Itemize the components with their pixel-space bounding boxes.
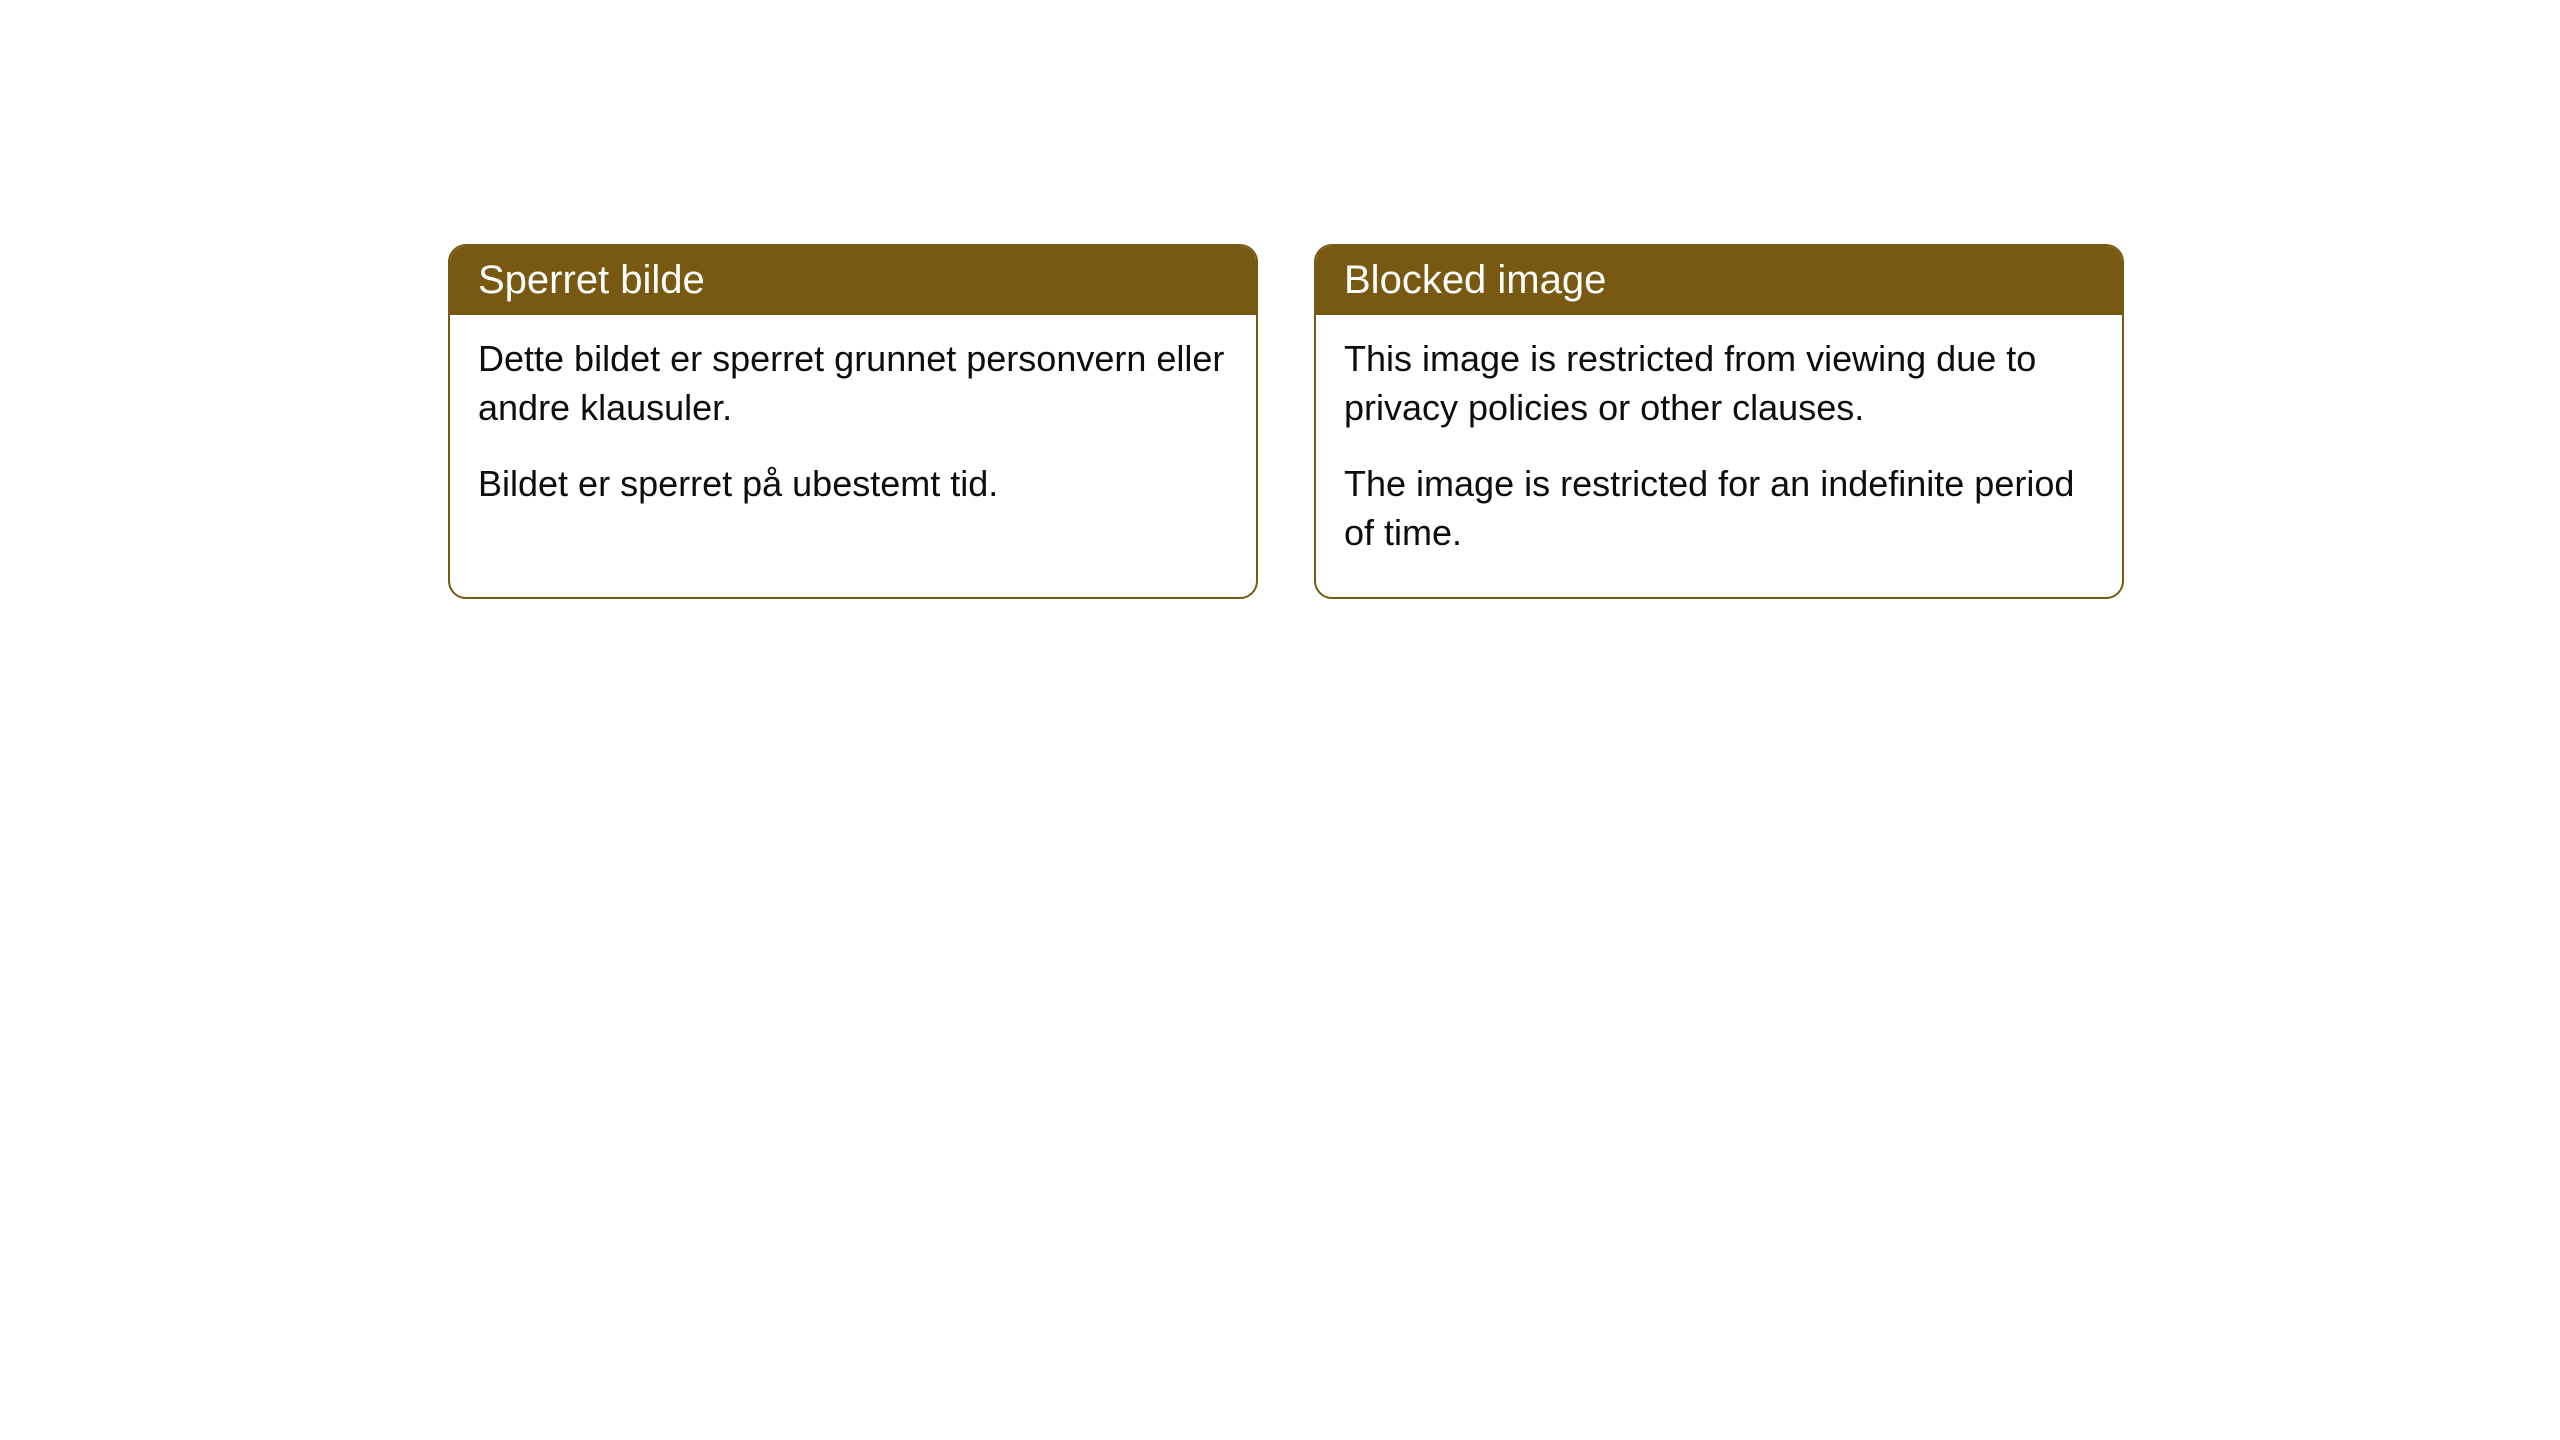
notice-container: Sperret bilde Dette bildet er sperret gr…	[0, 0, 2560, 599]
notice-card-norwegian: Sperret bilde Dette bildet er sperret gr…	[448, 244, 1258, 599]
card-header-norwegian: Sperret bilde	[450, 246, 1256, 315]
notice-paragraph: Bildet er sperret på ubestemt tid.	[478, 460, 1228, 509]
card-title: Sperret bilde	[478, 258, 705, 302]
card-title: Blocked image	[1344, 258, 1606, 302]
card-body-english: This image is restricted from viewing du…	[1316, 315, 2122, 597]
card-header-english: Blocked image	[1316, 246, 2122, 315]
notice-paragraph: This image is restricted from viewing du…	[1344, 335, 2094, 432]
notice-card-english: Blocked image This image is restricted f…	[1314, 244, 2124, 599]
notice-paragraph: The image is restricted for an indefinit…	[1344, 460, 2094, 557]
card-body-norwegian: Dette bildet er sperret grunnet personve…	[450, 315, 1256, 549]
notice-paragraph: Dette bildet er sperret grunnet personve…	[478, 335, 1228, 432]
